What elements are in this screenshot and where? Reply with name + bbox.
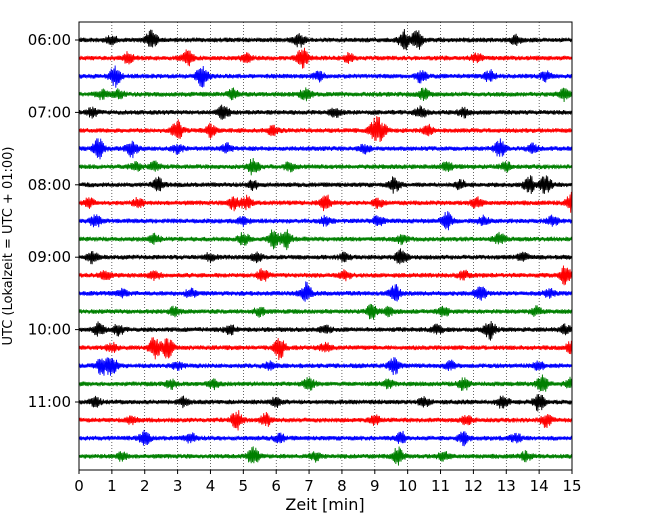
trace-1145: [78, 446, 573, 466]
x-tick-label: 2: [140, 477, 150, 495]
y-tick-label: 08:00: [28, 176, 71, 194]
seismic-traces: [78, 29, 573, 466]
x-tick-label: 14: [530, 477, 549, 495]
x-tick-label: 5: [239, 477, 249, 495]
y-axis-label: UTC (Lokalzeit = UTC + 01:00): [1, 147, 16, 346]
x-tick-label: 6: [271, 477, 281, 495]
y-tick-label: 10:00: [28, 321, 71, 339]
trace-0600: [78, 29, 573, 51]
x-tick-label: 12: [464, 477, 483, 495]
trace-1130: [78, 429, 573, 447]
y-tick-label: 09:00: [28, 248, 71, 266]
trace-1000: [78, 320, 573, 341]
y-tick-label: 06:00: [28, 31, 71, 49]
x-tick-label: 4: [206, 477, 216, 495]
x-axis-label: Zeit [min]: [285, 495, 364, 514]
x-tick-label: 9: [370, 477, 380, 495]
y-tick-label: 07:00: [28, 103, 71, 121]
trace-0800: [78, 175, 573, 194]
trace-0700: [78, 104, 573, 120]
trace-0745: [78, 158, 573, 176]
trace-0615: [78, 47, 573, 69]
trace-0915: [78, 265, 573, 286]
trace-0930: [78, 281, 573, 302]
x-tick-label: 0: [74, 477, 84, 495]
trace-1015: [78, 337, 573, 360]
x-axis-ticks: 0 1 2 3 4 5 6 7 8 9 10 11 12 13 14 15: [74, 470, 582, 495]
trace-0645: [78, 87, 573, 103]
trace-0845: [78, 229, 573, 251]
trace-0830: [78, 211, 573, 231]
trace-0900: [78, 248, 573, 265]
trace-1045: [78, 374, 573, 392]
x-tick-label: 1: [107, 477, 117, 495]
trace-0630: [78, 65, 573, 88]
trace-1115: [78, 410, 573, 431]
x-tick-label: 11: [431, 477, 450, 495]
x-tick-label: 8: [337, 477, 347, 495]
trace-0945: [78, 303, 573, 320]
x-tick-label: 10: [398, 477, 417, 495]
y-axis-ticks: 06:00 07:00 08:00 09:00 10:00 11:00: [28, 31, 79, 411]
y-tick-label: 11:00: [28, 393, 71, 411]
x-tick-label: 13: [497, 477, 516, 495]
trace-0715: [78, 116, 573, 143]
trace-1030: [78, 357, 573, 376]
x-tick-label: 7: [304, 477, 314, 495]
trace-1100: [78, 394, 573, 412]
x-tick-label: 15: [562, 477, 581, 495]
trace-0730: [78, 138, 573, 160]
plot-frame: [78, 21, 573, 471]
trace-0815: [78, 191, 573, 213]
x-tick-label: 3: [173, 477, 183, 495]
